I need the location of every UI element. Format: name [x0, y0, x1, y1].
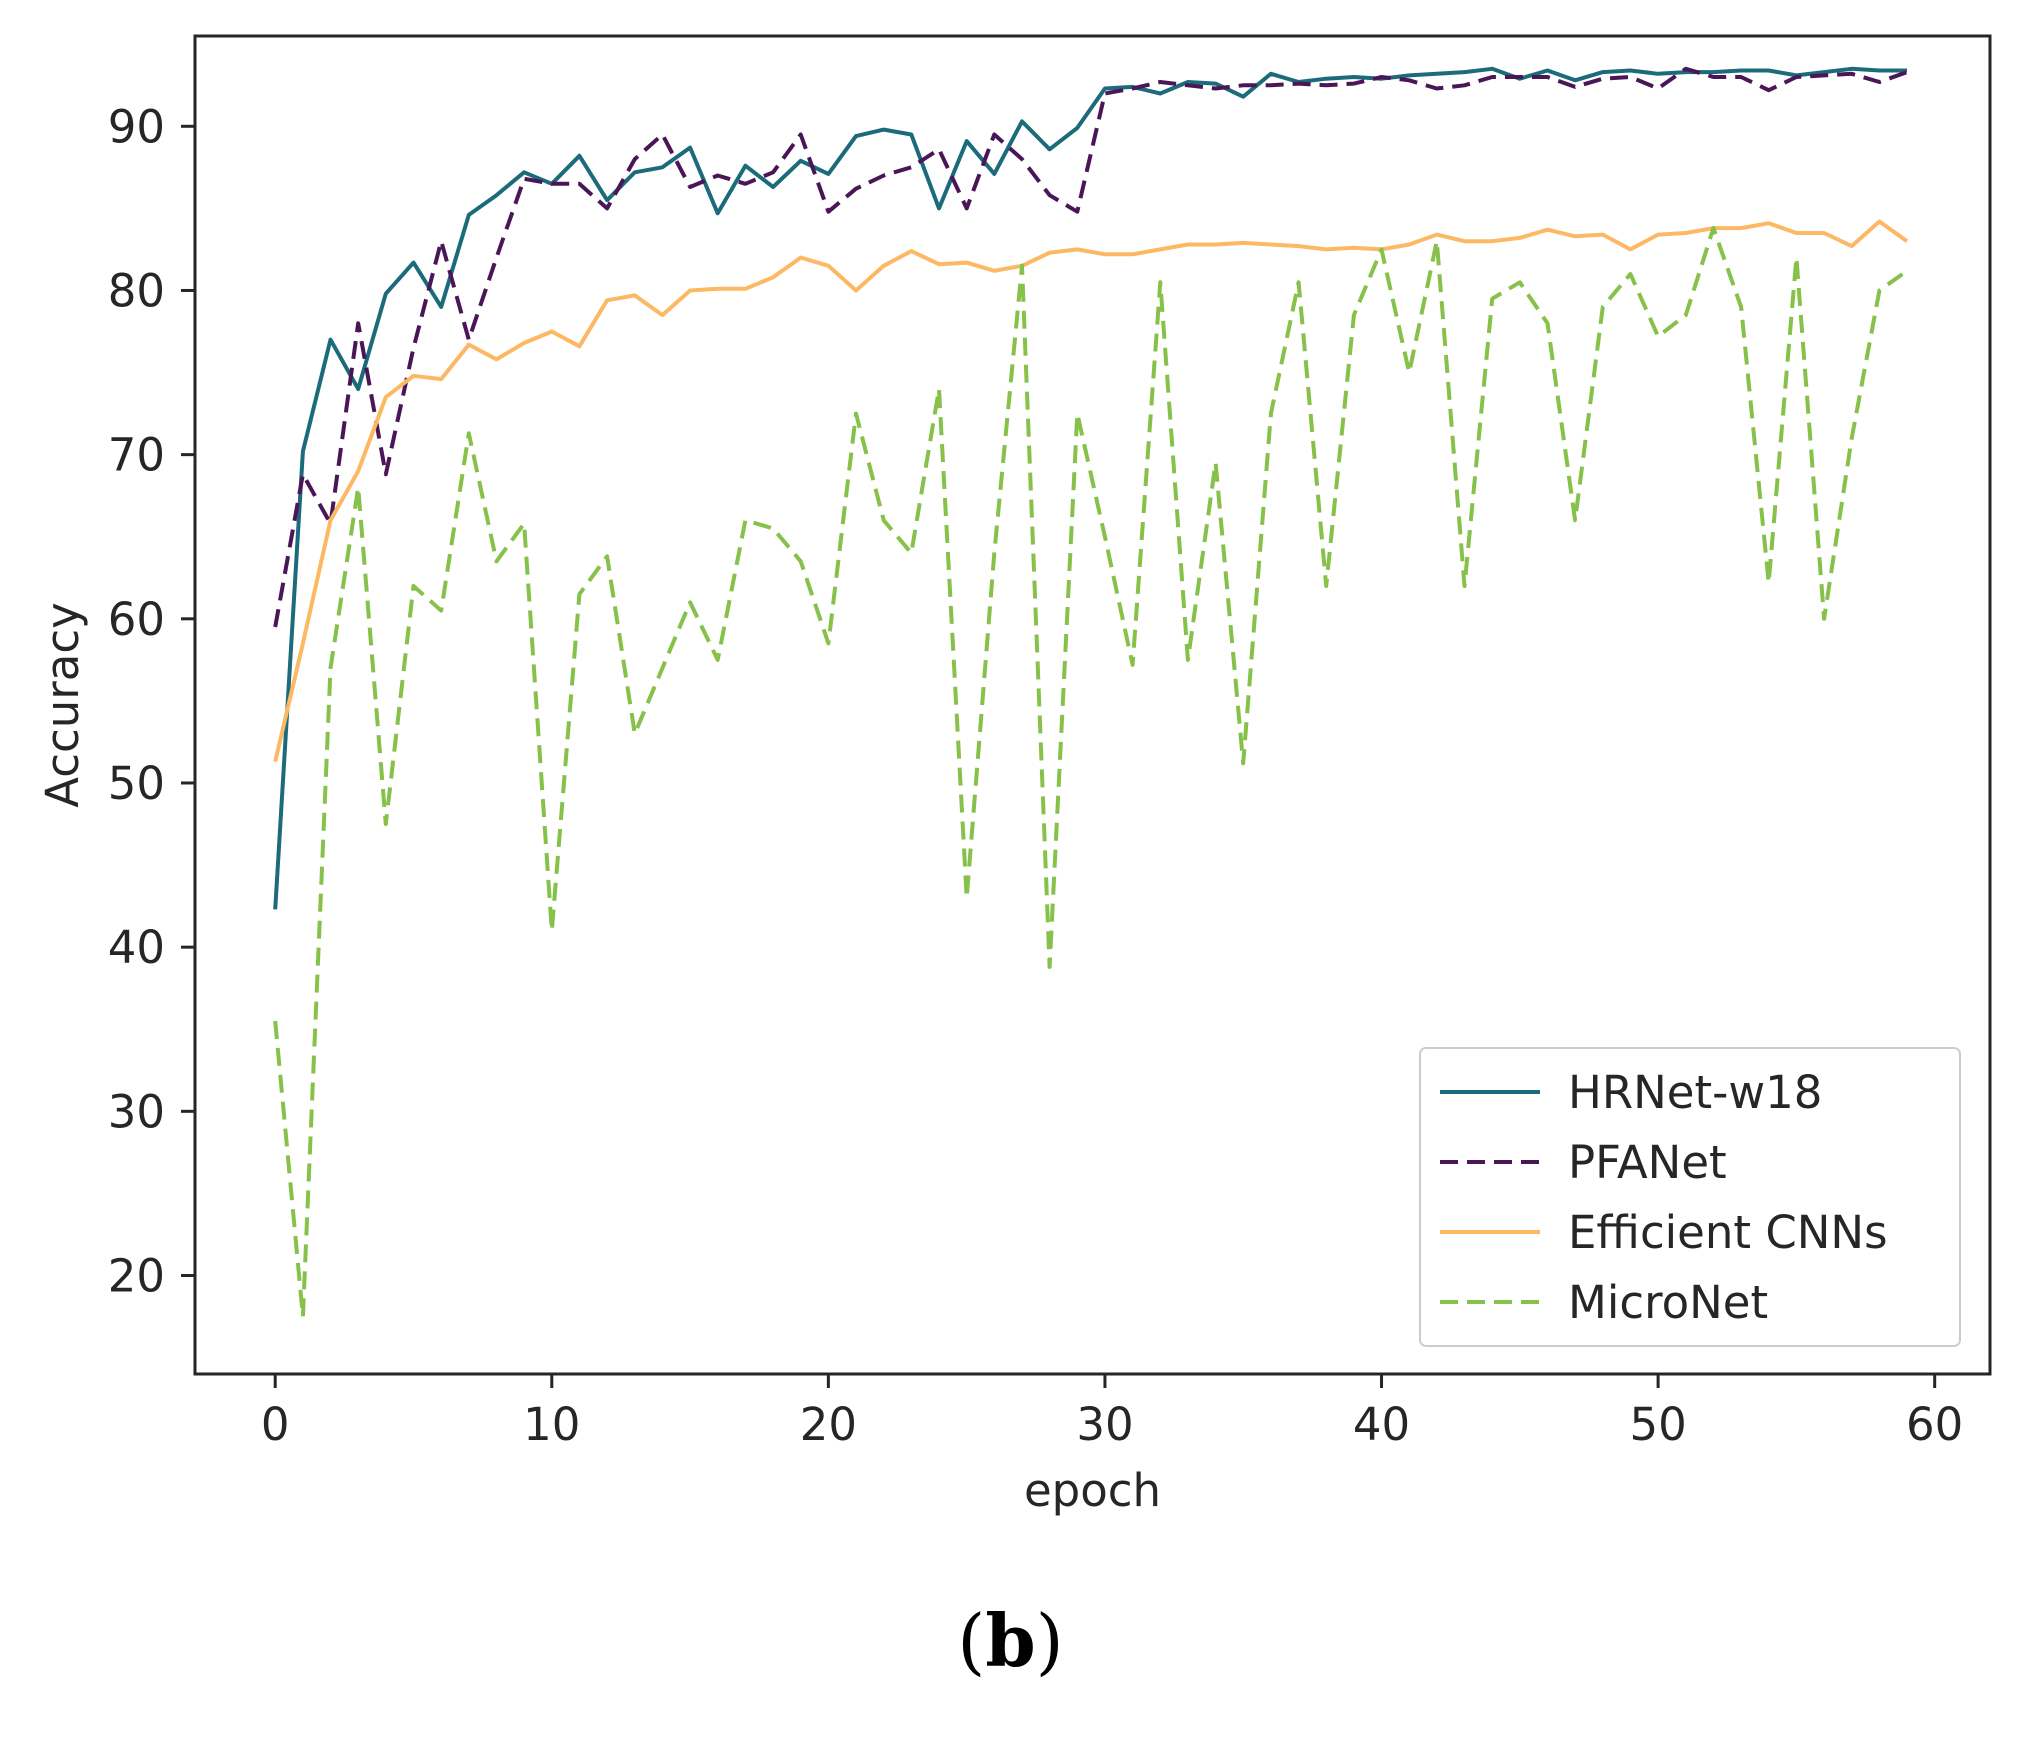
y-axis-label: Accuracy — [36, 602, 89, 807]
x-tick-label: 60 — [1906, 1398, 1963, 1451]
figure-caption: (b) — [0, 1605, 2021, 1678]
x-tick-label: 50 — [1629, 1398, 1686, 1451]
y-tick-label: 90 — [108, 100, 165, 153]
plot-frame — [193, 34, 1992, 1376]
legend-label: MicroNet — [1568, 1276, 1768, 1329]
legend-label: PFANet — [1568, 1136, 1727, 1189]
series-layer — [273, 66, 1909, 1319]
y-tick-label: 30 — [108, 1085, 165, 1138]
legend-label: HRNet-w18 — [1568, 1066, 1822, 1119]
legend: HRNet-w18 PFANet Efficient CNNs MicroNet — [1419, 1047, 1961, 1347]
caption-close-paren: ) — [1035, 1599, 1064, 1683]
y-tick-label: 80 — [108, 264, 165, 317]
x-tick-label: 20 — [800, 1398, 857, 1451]
series-line-micronet — [273, 226, 1909, 1319]
legend-box — [1419, 1047, 1961, 1347]
series-line-hrnet-w18 — [273, 66, 1907, 910]
axes-layer: 0 10 20 30 40 50 60 20 30 40 50 60 70 80 90 — [108, 34, 1992, 1451]
series-line-efficient-cnns — [273, 219, 1909, 763]
y-tick-label: 20 — [108, 1249, 165, 1302]
caption-letter: b — [985, 1598, 1036, 1683]
y-tick-label: 60 — [108, 593, 165, 646]
y-tick-label: 40 — [108, 921, 165, 974]
x-tick-label: 40 — [1353, 1398, 1410, 1451]
y-tick-label: 50 — [108, 757, 165, 810]
x-axis-label: epoch — [1024, 1464, 1161, 1517]
caption-open-paren: ( — [957, 1599, 986, 1683]
y-tick-label: 70 — [108, 429, 165, 482]
x-tick-label: 10 — [523, 1398, 580, 1451]
x-tick-label: 0 — [261, 1398, 290, 1451]
legend-label: Efficient CNNs — [1568, 1206, 1888, 1259]
x-tick-label: 30 — [1076, 1398, 1133, 1451]
